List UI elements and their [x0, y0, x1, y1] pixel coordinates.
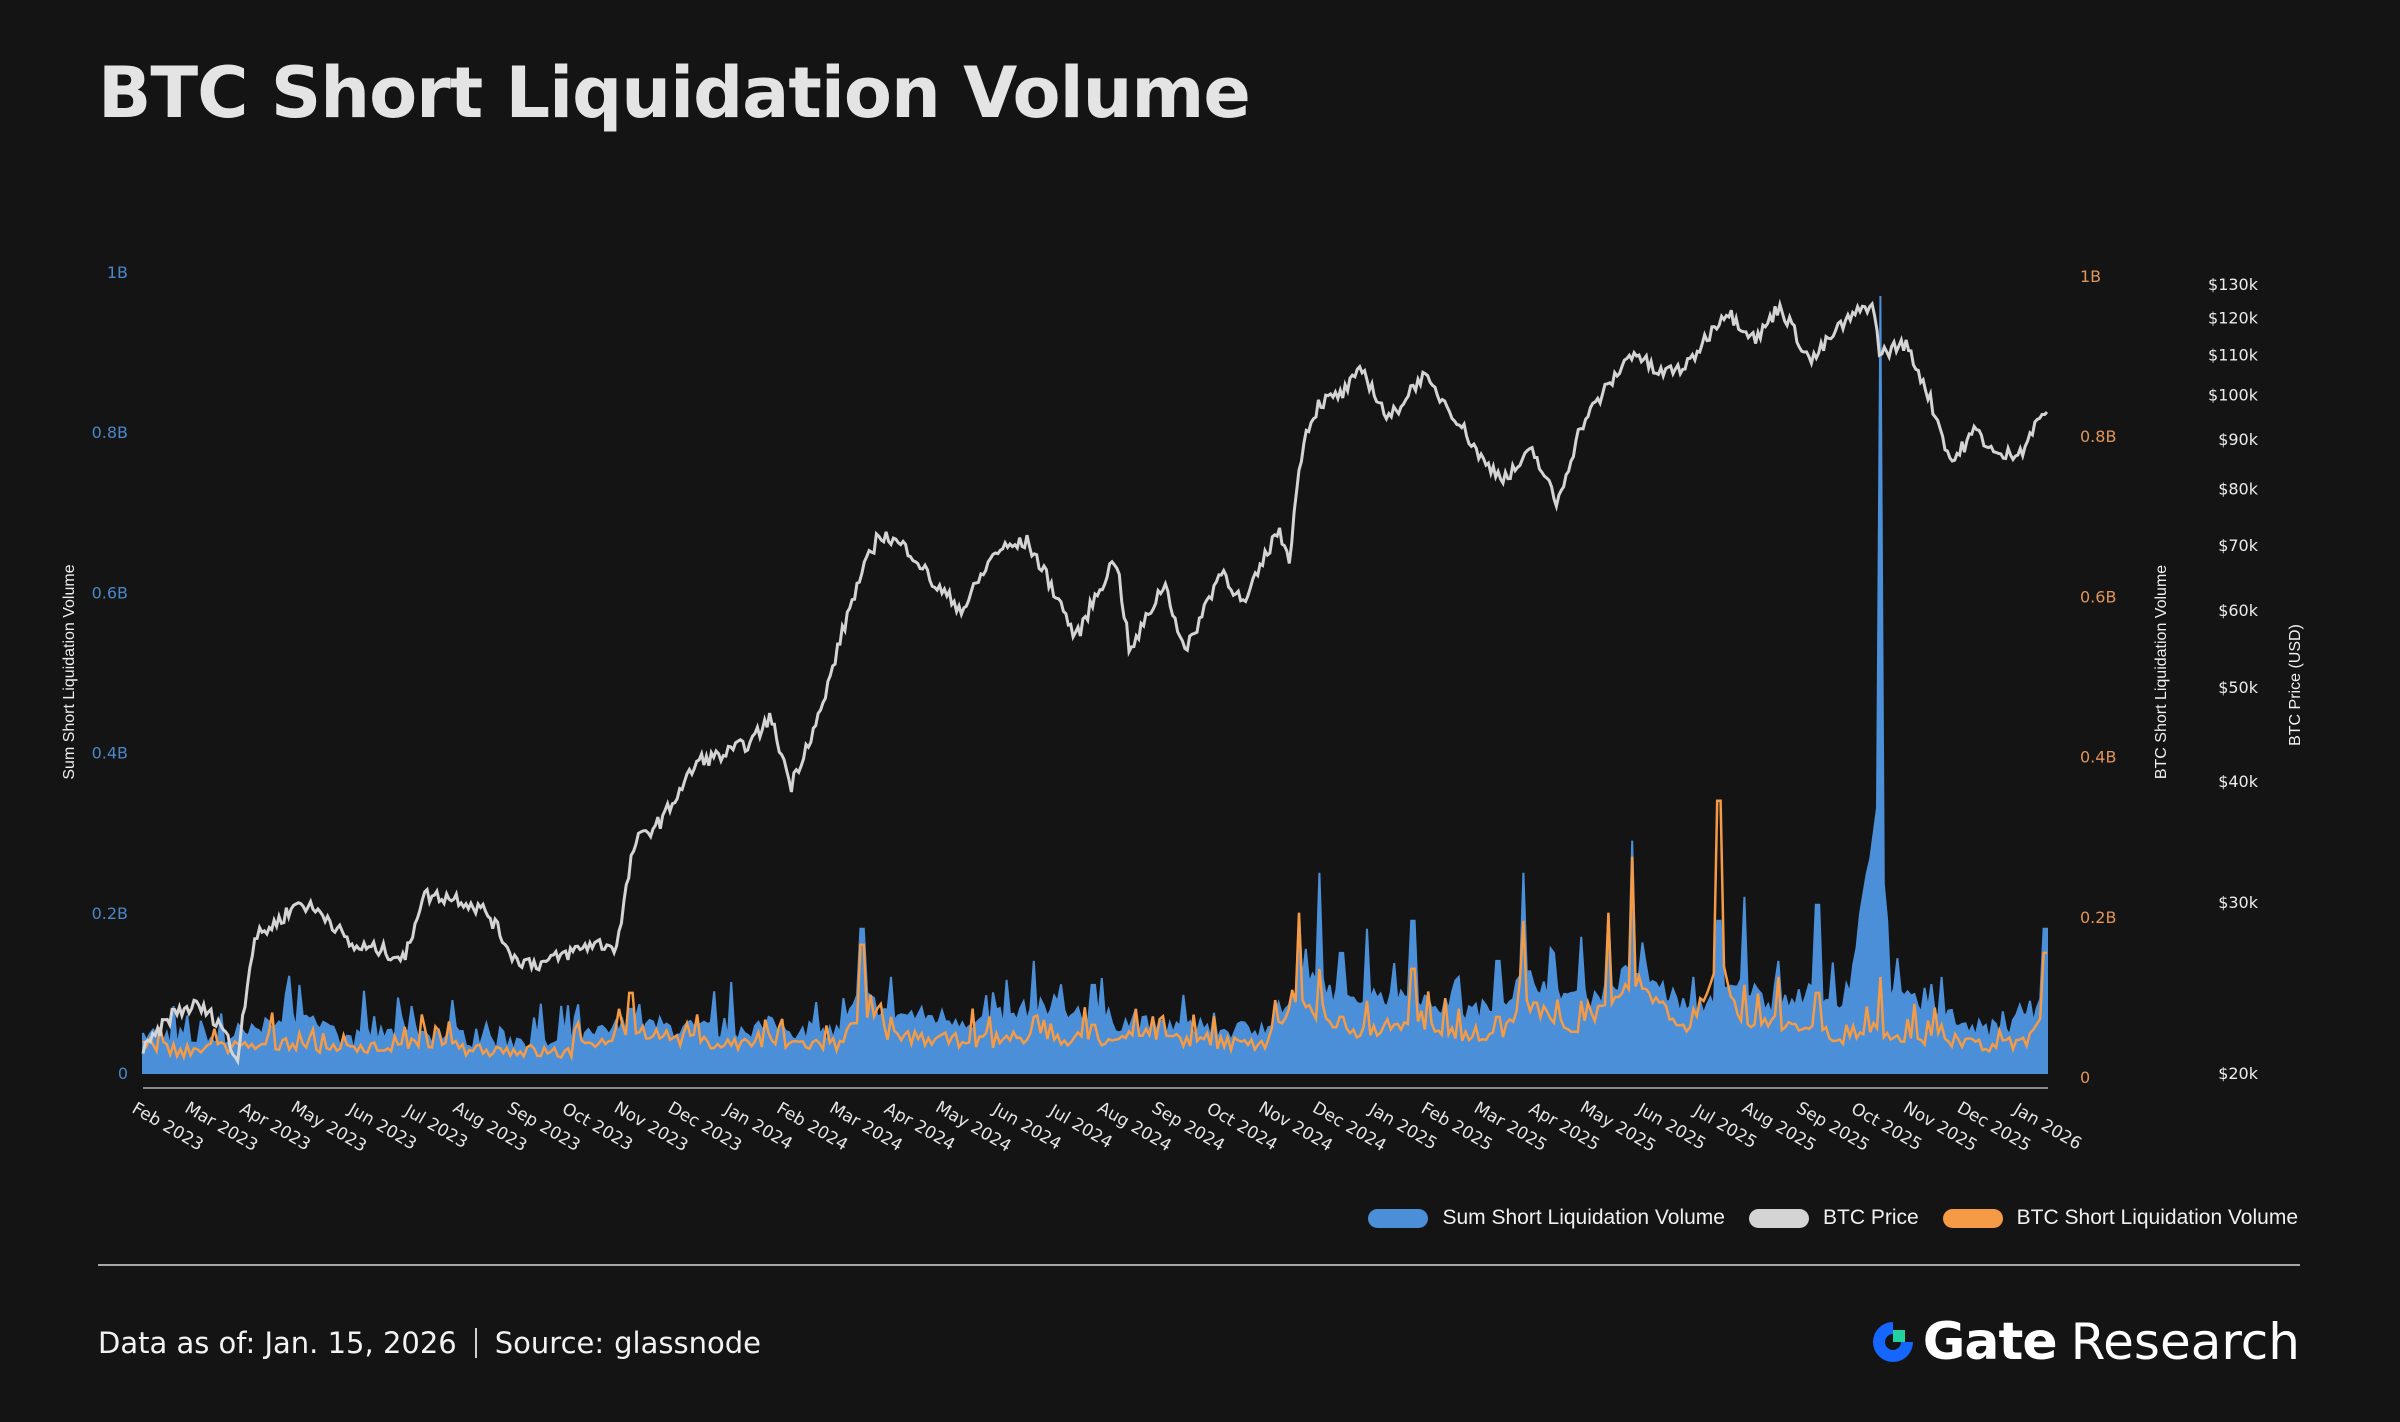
- price-tick-label: $130k: [2208, 275, 2259, 294]
- legend-label: BTC Price: [1822, 1206, 1919, 1229]
- btc-short-liquidation-line: [141, 799, 2047, 1062]
- footer-separator: [474, 1328, 477, 1358]
- legend: Sum Short Liquidation Volume BTC Price B…: [1362, 1206, 2298, 1230]
- price-tick-label: $110k: [2208, 345, 2259, 364]
- price-tick-label: $40k: [2218, 772, 2259, 791]
- footer-divider: [98, 1264, 2300, 1266]
- left-axis-ticks: 0 0.2B 0.4B 0.6B 0.8B 1B: [92, 263, 128, 1083]
- right-axis-title: BTC Short Liquidation Volume: [2153, 565, 2170, 779]
- right-tick-label: 0.2B: [2080, 908, 2116, 927]
- price-tick-label: $80k: [2218, 480, 2259, 499]
- source-value: glassnode: [614, 1326, 761, 1360]
- left-tick-label: 0.2B: [92, 904, 128, 923]
- price-axis-title: BTC Price (USD): [2287, 624, 2304, 746]
- legend-item-btc-price[interactable]: BTC Price: [1748, 1206, 1919, 1230]
- brand-suffix: Research: [2070, 1313, 2300, 1371]
- right-tick-label: 0.6B: [2080, 587, 2116, 606]
- price-tick-label: $60k: [2218, 601, 2259, 620]
- left-tick-label: 0: [118, 1064, 128, 1083]
- data-as-of: Data as of: Jan. 15, 2026: [98, 1326, 457, 1360]
- price-tick-label: $50k: [2218, 678, 2259, 697]
- footer-meta: Data as of: Jan. 15, 2026 Source: glassn…: [98, 1326, 761, 1360]
- right-tick-label: 0: [2080, 1068, 2090, 1087]
- price-tick-label: $20k: [2218, 1064, 2259, 1083]
- gate-logo-icon: [1872, 1322, 1913, 1362]
- legend-item-sum-short[interactable]: Sum Short Liquidation Volume: [1368, 1206, 1725, 1230]
- legend-swatch-btc-short: [1942, 1208, 2003, 1228]
- series-group: [141, 295, 2049, 1074]
- btc-price-line: [141, 298, 2049, 1066]
- right-axis-ticks: 0 0.2B 0.4B 0.6B 0.8B 1B: [2080, 267, 2116, 1087]
- legend-item-btc-short[interactable]: BTC Short Liquidation Volume: [1942, 1206, 2298, 1230]
- page-title: BTC Short Liquidation Volume: [98, 52, 1251, 134]
- left-axis-title: Sum Short Liquidation Volume: [61, 564, 78, 779]
- left-tick-label: 0.8B: [92, 423, 128, 442]
- brand-name: Gate: [1922, 1312, 2058, 1372]
- left-tick-label: 0.4B: [92, 744, 128, 763]
- legend-swatch-btc-price: [1748, 1208, 1809, 1228]
- right-tick-label: 0.4B: [2080, 748, 2116, 767]
- legend-label: BTC Short Liquidation Volume: [2016, 1206, 2298, 1229]
- price-tick-label: $70k: [2218, 536, 2259, 555]
- right-tick-label: 1B: [2080, 267, 2101, 286]
- left-tick-label: 1B: [107, 263, 128, 282]
- source-label: Source:: [494, 1326, 605, 1360]
- left-tick-label: 0.6B: [92, 583, 128, 602]
- sum-short-liquidation-area: [142, 295, 2048, 1074]
- right-tick-label: 0.8B: [2080, 427, 2116, 446]
- price-tick-label: $100k: [2208, 386, 2259, 405]
- price-tick-label: $120k: [2208, 309, 2259, 328]
- legend-swatch-sum-short: [1368, 1208, 1429, 1228]
- brand-logo: Gate Research: [1869, 1312, 2300, 1372]
- price-tick-label: $30k: [2218, 893, 2259, 912]
- price-tick-label: $90k: [2218, 430, 2259, 449]
- price-axis-ticks: $20k $30k $40k $50k $60k $70k $80k $90k $100k $11…: [2208, 275, 2259, 1083]
- legend-label: Sum Short Liquidation Volume: [1442, 1206, 1725, 1229]
